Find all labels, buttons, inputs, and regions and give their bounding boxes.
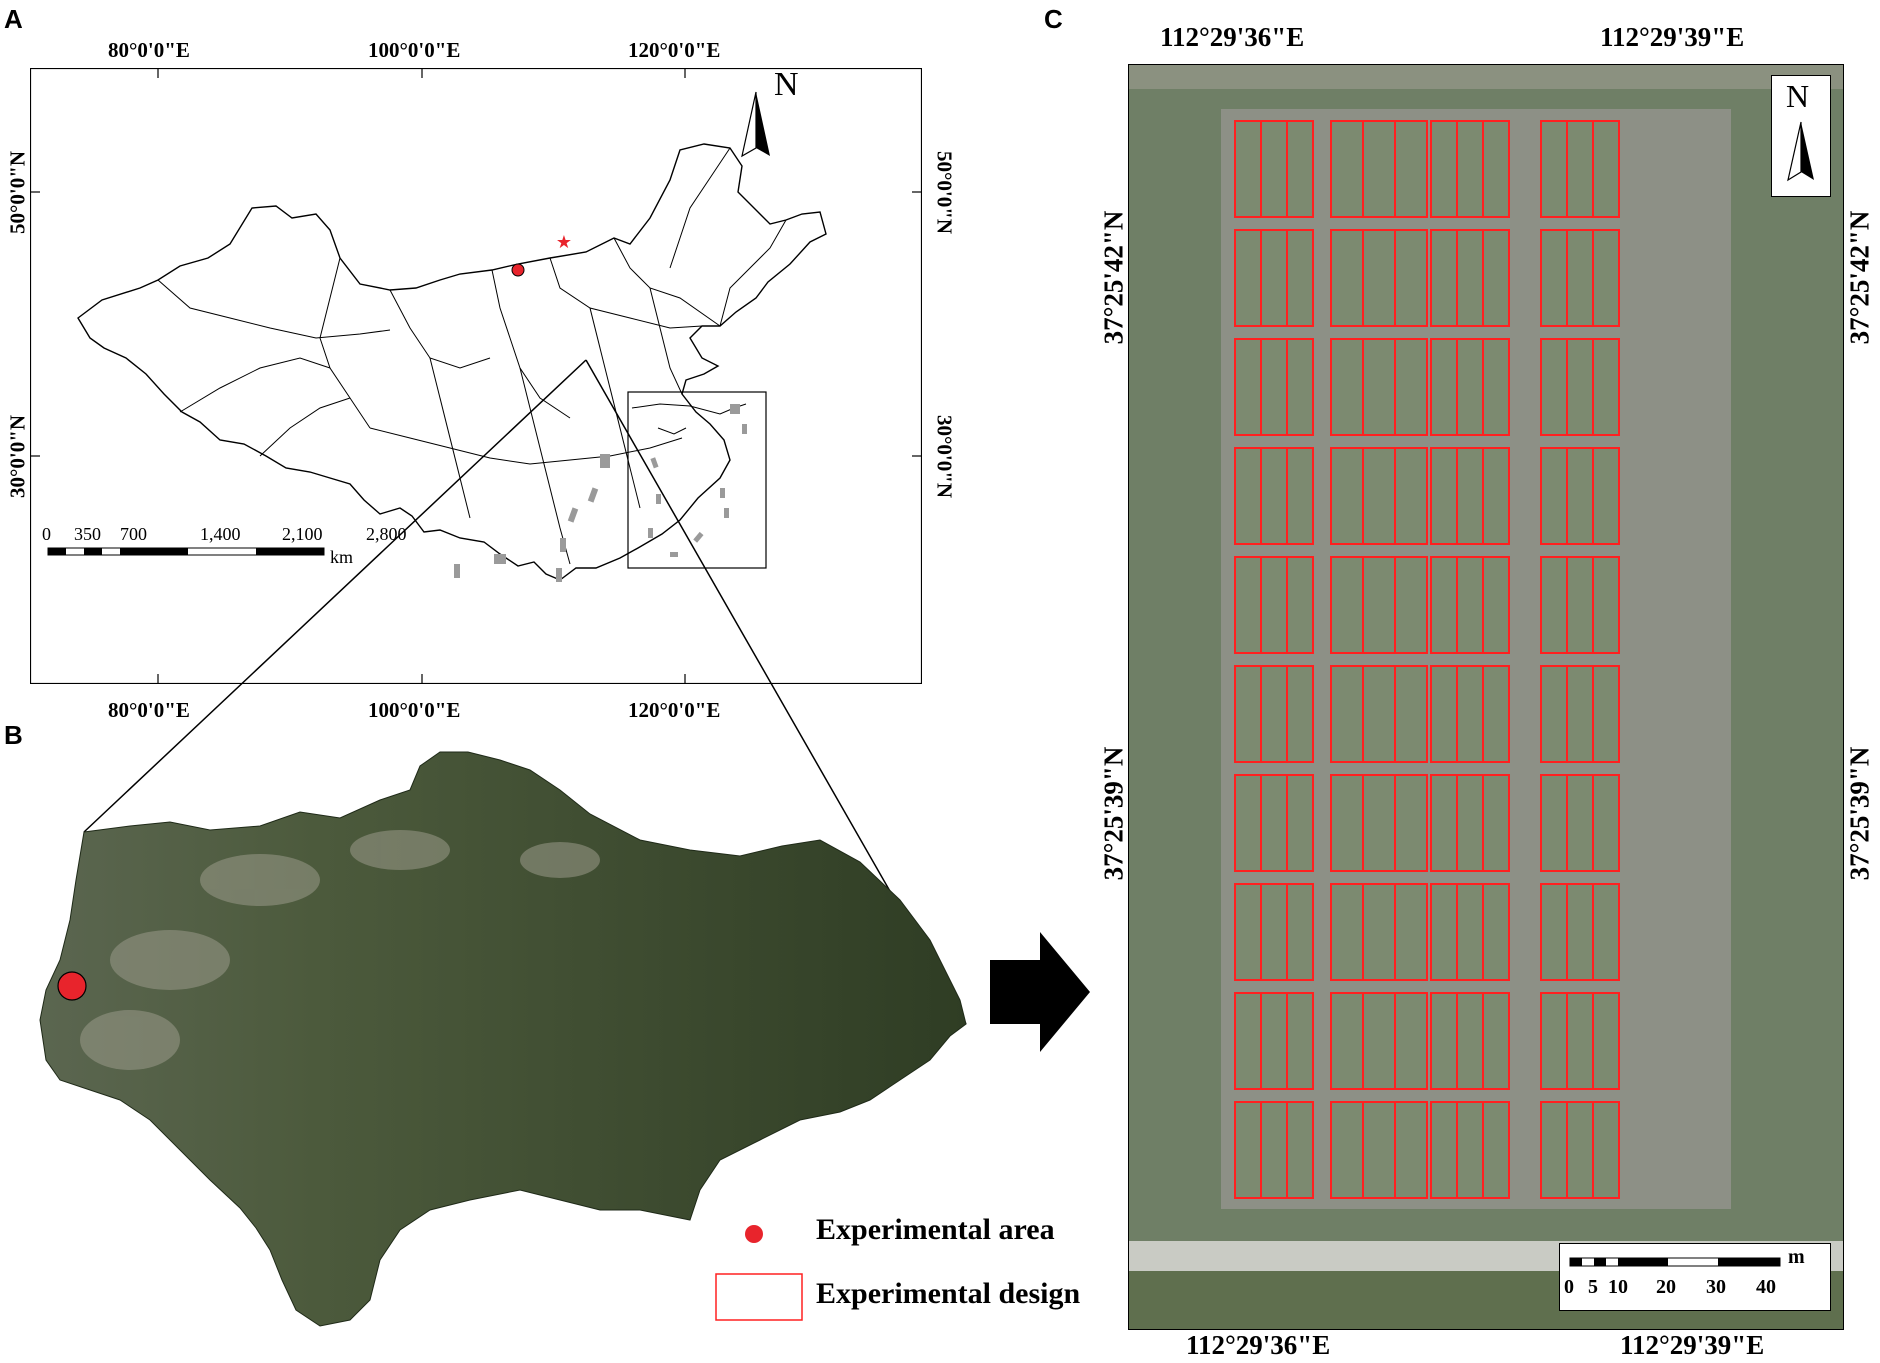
c-lat-left-39: 37°25'39"N [1098, 746, 1129, 881]
legend-rect-icon [715, 1273, 803, 1321]
c-lon-top-36: 112°29'36"E [1160, 22, 1305, 52]
plot-block [1330, 1101, 1428, 1199]
lon-top-100: 100°0'0"E [368, 38, 461, 62]
scale-c-40: 40 [1756, 1276, 1776, 1298]
plot-block [1330, 665, 1428, 763]
china-outline [77, 143, 827, 581]
c-lon-bottom-39: 112°29'39"E [1620, 1330, 1765, 1360]
lon-bottom-120: 120°0'0"E [628, 698, 721, 722]
panel-b-letter: B [4, 720, 23, 750]
scale-tick-2100: 2,100 [282, 524, 323, 544]
scale-unit-m: m [1788, 1246, 1805, 1268]
plot-block [1234, 447, 1314, 545]
c-lat-left-42: 37°25'42"N [1098, 210, 1129, 345]
scale-c-20: 20 [1656, 1276, 1676, 1298]
south-china-sea-inset [627, 391, 767, 569]
plot-block [1540, 665, 1620, 763]
lon-bottom-80: 80°0'0"E [108, 698, 190, 722]
plot-block [1430, 774, 1510, 872]
plot-block [1430, 883, 1510, 981]
taiwan [600, 454, 610, 468]
north-label-a: N [774, 66, 799, 103]
experimental-area-dot [511, 263, 525, 277]
beijing-star-icon: ★ [556, 232, 572, 252]
scale-c-10: 10 [1608, 1276, 1628, 1298]
plot-block [1540, 1101, 1620, 1199]
scale-c-30: 30 [1706, 1276, 1726, 1298]
scale-tick-700: 700 [120, 524, 147, 544]
plot-block [1540, 338, 1620, 436]
north-arrow-c-icon [1787, 121, 1814, 182]
scale-c-5: 5 [1588, 1276, 1598, 1298]
panel-c-map: N m 0 5 10 20 30 40 [1128, 64, 1844, 1330]
plot-block [1234, 665, 1314, 763]
plot-block [1330, 774, 1428, 872]
c-lat-right-39: 37°25'39"N [1844, 746, 1875, 881]
panel-c-letter: C [1044, 4, 1063, 34]
plot-block [1540, 120, 1620, 218]
scale-tick-0: 0 [42, 524, 51, 544]
plot-block [1234, 1101, 1314, 1199]
north-label-c: N [1786, 78, 1810, 114]
plots-svg [1129, 65, 1843, 1329]
plot-block [1330, 556, 1428, 654]
panel-a-letter: A [4, 4, 23, 34]
plot-block [1330, 992, 1428, 1090]
lon-bottom-100: 100°0'0"E [368, 698, 461, 722]
plot-block [1234, 556, 1314, 654]
plot-block [1234, 992, 1314, 1090]
plot-block [1330, 883, 1428, 981]
plot-block [1430, 229, 1510, 327]
region-experimental-dot [57, 971, 87, 1001]
legend-area-label: Experimental area [816, 1213, 1055, 1246]
plot-block [1430, 1101, 1510, 1199]
plot-block [1330, 447, 1428, 545]
lon-top-80: 80°0'0"E [108, 38, 190, 62]
plot-block [1234, 338, 1314, 436]
scale-bar-c: m 0 5 10 20 30 40 [1559, 1243, 1831, 1311]
scale-unit-km: km [330, 547, 354, 567]
c-lon-top-39: 112°29'39"E [1600, 22, 1745, 52]
plot-block [1234, 229, 1314, 327]
plot-block [1330, 229, 1428, 327]
panel-a-map: ★ [29, 66, 923, 685]
plot-block [1430, 120, 1510, 218]
plot-block [1234, 774, 1314, 872]
north-arrow-a [741, 91, 770, 158]
lon-top-120: 120°0'0"E [628, 38, 721, 62]
plot-block [1540, 556, 1620, 654]
arrow-right-icon [990, 932, 1090, 1052]
plot-block [1430, 338, 1510, 436]
plot-block [1540, 229, 1620, 327]
plot-block [1330, 120, 1428, 218]
plot-block [1430, 556, 1510, 654]
scale-tick-1400: 1,400 [200, 524, 241, 544]
scale-bar-a [47, 547, 325, 556]
c-lat-right-42: 37°25'42"N [1844, 210, 1875, 345]
plot-block [1540, 774, 1620, 872]
scale-c-0: 0 [1564, 1276, 1574, 1298]
north-arrow-c: N [1771, 75, 1831, 197]
legend-dot-icon [745, 1225, 763, 1243]
plot-block [1234, 120, 1314, 218]
plot-block [1430, 665, 1510, 763]
plot-block [1234, 883, 1314, 981]
china-map-svg: ★ [29, 67, 923, 685]
plot-block [1430, 447, 1510, 545]
plot-block [1430, 992, 1510, 1090]
legend-design-label: Experimental design [816, 1277, 1081, 1310]
plot-block [1330, 338, 1428, 436]
plot-block [1540, 447, 1620, 545]
connector-line-left [83, 359, 587, 833]
plot-block [1540, 883, 1620, 981]
plot-block [1540, 992, 1620, 1090]
scale-tick-350: 350 [74, 524, 101, 544]
c-lon-bottom-36: 112°29'36"E [1186, 1330, 1331, 1360]
